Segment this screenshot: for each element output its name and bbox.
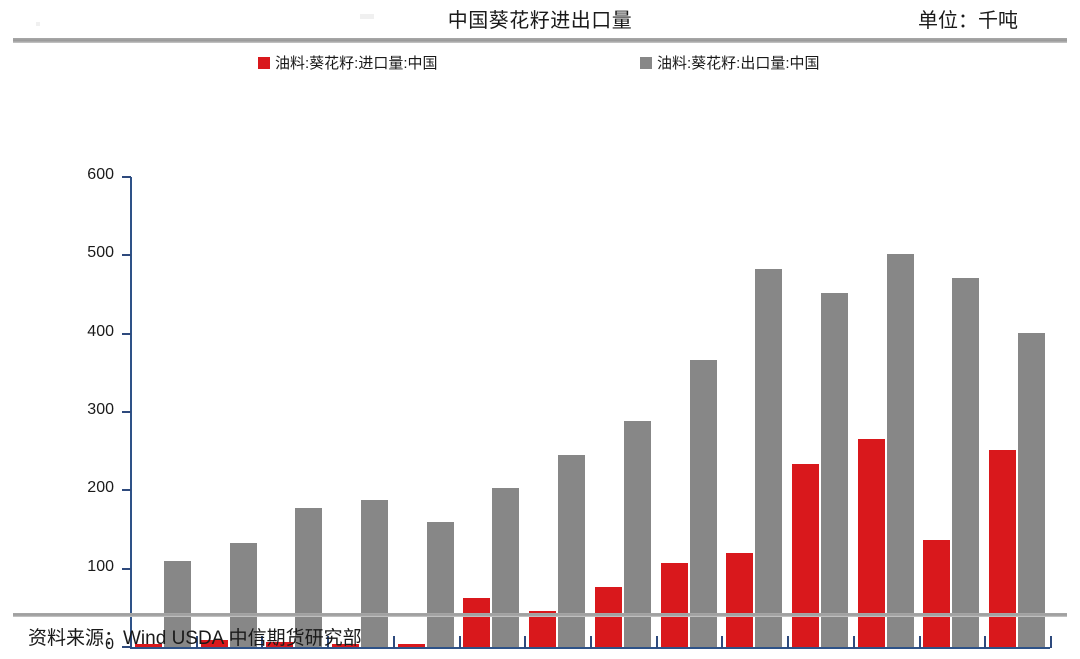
y-tick-label-100: 100 [87, 557, 114, 575]
y-tick-0 [122, 646, 131, 648]
bar-import-2012[interactable] [397, 644, 425, 647]
legend-label-import: 油料:葵花籽:进口量:中国 [275, 55, 438, 72]
x-axis-line [130, 647, 1050, 649]
legend-swatch-export-icon [640, 56, 652, 69]
x-tick-13 [984, 636, 987, 648]
y-tick-100 [122, 567, 131, 570]
y-tick-600 [122, 176, 131, 178]
y-tick-500 [122, 254, 131, 257]
y-tick-label-0: 0 [105, 636, 114, 653]
bar-export-2017[interactable] [755, 269, 783, 647]
bar-import-2018[interactable] [792, 463, 819, 647]
bar-export-2014[interactable] [558, 455, 586, 647]
x-tick-10 [787, 636, 790, 648]
x-tick-11 [852, 636, 855, 648]
bar-import-2016[interactable] [660, 563, 688, 647]
y-tick-400 [122, 332, 131, 335]
source-note: 资料来源：Wind USDA 中信期货研究部 [28, 628, 362, 649]
page-title: 中国葵花籽进出口量 [447, 10, 633, 32]
bar-export-2008[interactable] [163, 560, 191, 647]
x-tick-5 [458, 636, 461, 648]
x-tick-12 [918, 636, 921, 648]
bar-export-2015[interactable] [623, 421, 651, 647]
header-divider [13, 38, 1067, 43]
y-tick-label-200: 200 [87, 479, 114, 497]
x-tick-0 [130, 636, 132, 648]
y-tick-label-500: 500 [87, 244, 114, 262]
x-tick-4 [392, 636, 395, 648]
legend-swatch-import-icon [258, 56, 270, 69]
x-tick-3 [327, 636, 330, 648]
bar-import-2008[interactable] [134, 644, 162, 647]
bar-import-2021[interactable] [989, 449, 1017, 647]
bar-export-2012[interactable] [426, 522, 454, 647]
bar-export-2013[interactable] [492, 487, 520, 647]
scan-artifact-mid [360, 14, 374, 19]
bars-layer [0, 80, 1080, 647]
bar-import-2009[interactable] [200, 639, 228, 647]
y-tick-label-600: 600 [87, 166, 114, 183]
x-tick-1 [195, 636, 198, 648]
bar-import-2019[interactable] [857, 438, 885, 647]
bar-import-2015[interactable] [594, 587, 622, 647]
x-tick-9 [721, 636, 724, 648]
bar-import-2020[interactable] [923, 540, 951, 647]
bar-export-2016[interactable] [689, 360, 717, 647]
bar-export-2020[interactable] [952, 278, 980, 647]
legend-item-import[interactable]: 油料:葵花籽:进口量:中国 [258, 52, 438, 73]
bar-export-2009[interactable] [229, 542, 257, 647]
bar-export-2010[interactable] [295, 508, 323, 647]
bar-import-2013[interactable] [463, 598, 491, 647]
x-tick-8 [655, 636, 658, 648]
bar-export-2011[interactable] [361, 499, 388, 647]
bar-import-2011[interactable] [332, 643, 359, 647]
y-axis-line [130, 177, 132, 649]
y-tick-200 [122, 489, 131, 492]
bar-export-2018[interactable] [821, 292, 848, 647]
chart-legend: 油料:葵花籽:进口量:中国 油料:葵花籽:出口量:中国 [0, 52, 1080, 76]
x-tick-6 [524, 636, 527, 648]
x-tick-7 [590, 636, 592, 648]
x-tick-2 [261, 636, 264, 648]
y-tick-label-300: 300 [87, 401, 114, 418]
legend-label-export: 油料:葵花籽:出口量:中国 [657, 55, 820, 72]
y-tick-300 [122, 411, 131, 413]
bar-export-2021[interactable] [1018, 332, 1046, 647]
footer-divider [13, 613, 1067, 617]
scan-artifact-left [36, 22, 40, 26]
legend-item-export[interactable]: 油料:葵花籽:出口量:中国 [640, 52, 820, 73]
bar-export-2019[interactable] [886, 253, 914, 647]
bar-import-2010[interactable] [266, 642, 294, 647]
bar-import-2017[interactable] [726, 553, 754, 647]
unit-label: 单位：千吨 [918, 10, 1018, 32]
chart-header: 中国葵花籽进出口量 单位：千吨 [0, 0, 1080, 38]
x-tick-14 [1050, 636, 1052, 648]
y-tick-label-400: 400 [87, 322, 114, 340]
